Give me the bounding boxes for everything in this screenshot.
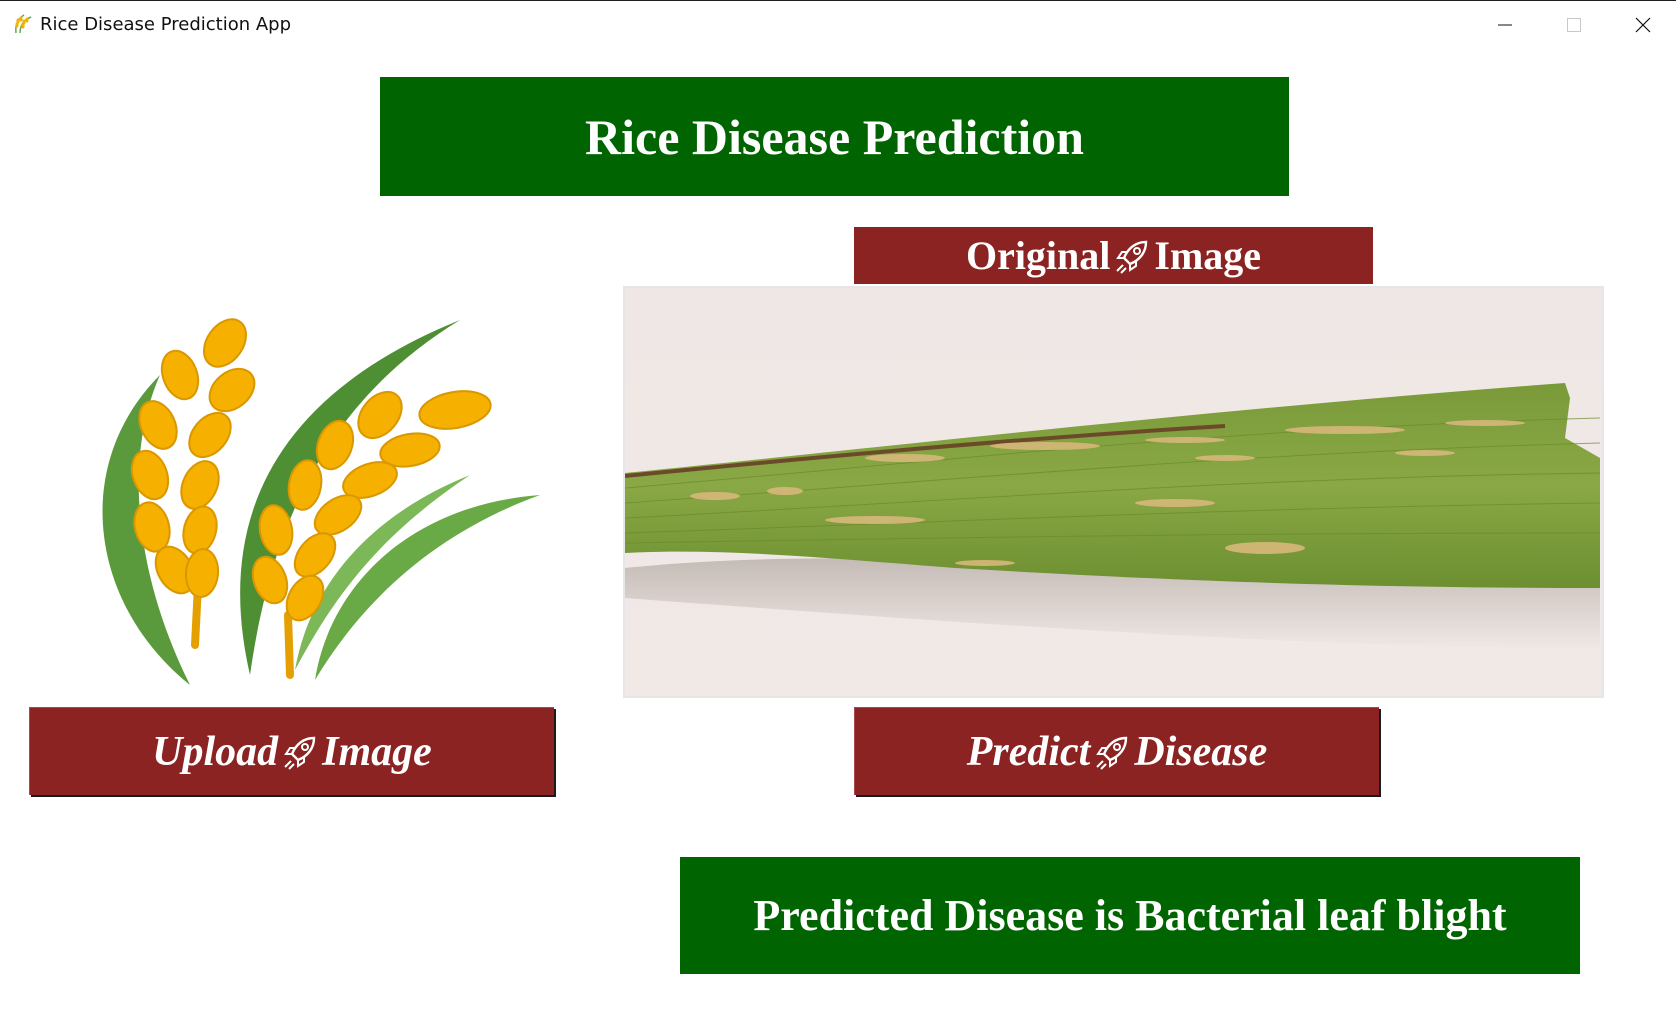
window-titlebar: Rice Disease Prediction App: [0, 0, 1676, 49]
rice-logo-image: [102, 318, 540, 685]
rice-sheaf-icon: [15, 14, 32, 34]
original-label-right: Image: [1154, 233, 1262, 278]
rocket-icon: [284, 736, 316, 770]
page-title-banner: Rice Disease Prediction: [380, 77, 1289, 196]
rocket-icon: [1116, 240, 1148, 274]
prediction-result-banner: Predicted Disease is Bacterial leaf blig…: [680, 857, 1580, 974]
predict-label-left: Predict: [966, 728, 1091, 775]
original-leaf-image: [623, 286, 1604, 698]
close-button[interactable]: [1608, 1, 1676, 49]
minimize-button[interactable]: [1470, 1, 1540, 49]
original-label-left: Original: [965, 233, 1111, 278]
maximize-button[interactable]: [1539, 1, 1609, 49]
maximize-icon: [1567, 18, 1581, 32]
window-title: Rice Disease Prediction App: [40, 14, 292, 35]
close-icon: [1635, 17, 1651, 33]
prediction-result-text: Predicted Disease is Bacterial leaf blig…: [753, 891, 1507, 940]
rocket-icon: [1096, 736, 1128, 770]
predict-disease-button[interactable]: Predict Disease: [854, 707, 1379, 795]
minimize-icon: [1498, 24, 1512, 26]
original-image-label: Original Image: [854, 227, 1373, 284]
upload-label-right: Image: [322, 728, 432, 775]
page-title: Rice Disease Prediction: [585, 108, 1084, 165]
upload-image-button[interactable]: Upload Image: [29, 707, 554, 795]
diseased-leaf-photo: [625, 288, 1602, 696]
predict-label-right: Disease: [1134, 728, 1268, 775]
upload-label-left: Upload: [152, 728, 279, 775]
